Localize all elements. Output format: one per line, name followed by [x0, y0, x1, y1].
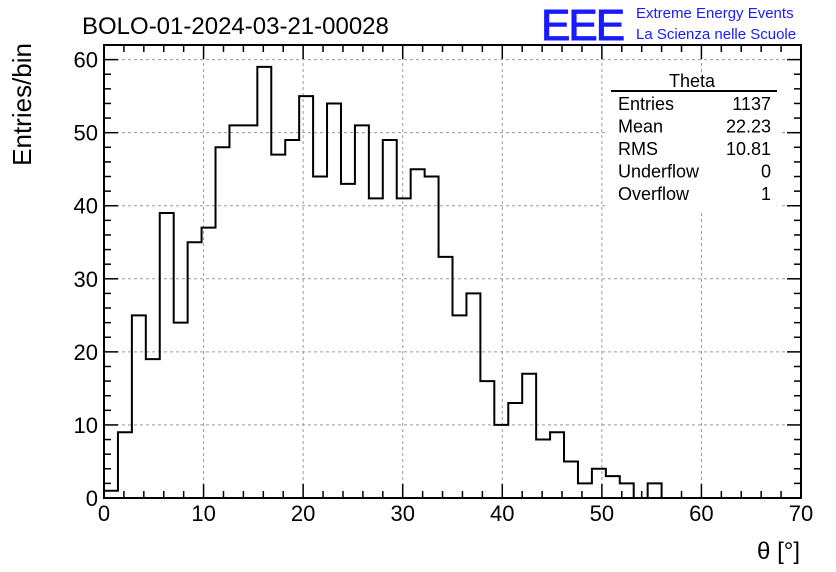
stats-value: 22.23 [726, 117, 771, 137]
histogram-outline [103, 65, 801, 499]
x-axis-label: θ [°] [757, 538, 800, 565]
y-tick-label: 20 [74, 340, 98, 365]
stats-label: RMS [618, 139, 658, 159]
y-tick-label: 0 [86, 486, 98, 511]
stats-label: Mean [618, 117, 663, 137]
x-tick-label: 40 [490, 501, 514, 526]
y-axis-label: Entries/bin [7, 43, 37, 166]
stats-rows: Entries 1137 Mean 22.23 RMS 10.81 Underflow 0 Ov… [618, 94, 771, 204]
y-tick-label: 60 [74, 48, 98, 73]
y-tick-label: 10 [74, 413, 98, 438]
x-tick-labels: 0 10 20 30 40 50 60 70 [98, 501, 813, 526]
stats-title: Theta [669, 71, 716, 91]
logo-line-1: Extreme Energy Events [636, 5, 794, 22]
x-tick-label: 0 [98, 501, 110, 526]
stats-box-background [608, 72, 780, 212]
x-tick-label: 70 [789, 501, 813, 526]
x-tick-label: 30 [390, 501, 414, 526]
stats-label: Overflow [618, 184, 690, 204]
x-tick-label: 60 [689, 501, 713, 526]
logo-line-2: La Scienza nelle Scuole [636, 26, 796, 43]
stats-value: 0 [761, 162, 771, 182]
plot-frame [103, 44, 802, 499]
stats-value: 1 [761, 184, 771, 204]
stats-label: Entries [618, 94, 674, 114]
y-tick-label: 30 [74, 267, 98, 292]
y-tick-label: 50 [74, 121, 98, 146]
x-tick-label: 20 [291, 501, 315, 526]
x-tick-label: 50 [590, 501, 614, 526]
y-tick-labels: 0 10 20 30 40 50 60 [74, 48, 98, 511]
chart-title: BOLO-01-2024-03-21-00028 [82, 13, 389, 40]
stats-box: Theta Entries 1137 Mean 22.23 RMS 10.81 Underf… [608, 71, 780, 212]
y-tick-label: 40 [74, 194, 98, 219]
stats-label: Underflow [618, 162, 700, 182]
eee-logo: EEE Extreme Energy Events La Scienza nel… [541, 1, 797, 51]
stats-value: 10.81 [726, 139, 771, 159]
logo-mark: EEE [541, 1, 624, 50]
stats-value: 1137 [732, 94, 771, 114]
x-tick-label: 10 [191, 501, 215, 526]
